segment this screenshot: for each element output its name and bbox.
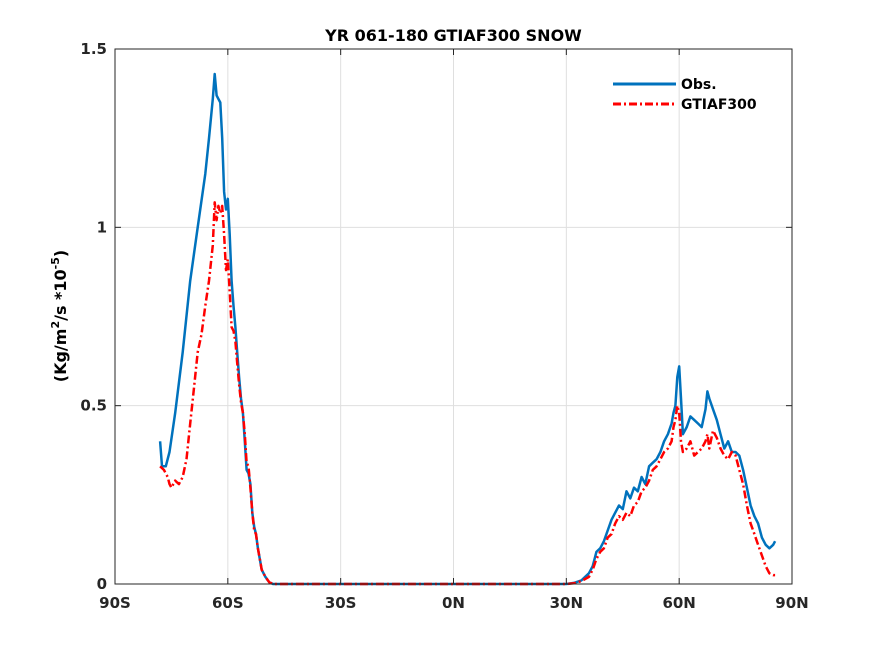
series-line-obs (158, 72, 777, 586)
y-tick-label: 1 (97, 218, 107, 236)
y-axis-label: (Kg/m2/s *10-5) (49, 250, 70, 382)
y-tick-label: 0 (97, 575, 107, 593)
x-tick-label: 60N (662, 594, 695, 612)
series-line-gtiaf300 (159, 201, 776, 586)
legend-label-gtiaf300: GTIAF300 (681, 97, 757, 113)
x-tick-labels: 90S 60S 30S 0N 30N 60N 90N (99, 594, 809, 612)
x-tick-label: 30S (325, 594, 357, 612)
chart-title: YR 061-180 GTIAF300 SNOW (324, 26, 582, 45)
y-axis-label-mid: /s *10 (51, 269, 70, 321)
legend-label-obs: Obs. (681, 77, 717, 93)
x-tick-label: 30N (550, 594, 583, 612)
y-tick-label: 0.5 (80, 397, 107, 415)
legend: Obs. GTIAF300 (613, 77, 757, 113)
y-axis-label-end: ) (51, 250, 70, 257)
axis-ticks (114, 48, 793, 585)
x-tick-label: 90N (775, 594, 808, 612)
y-axis-label-base: (Kg/m (51, 329, 70, 383)
x-tick-label: 60S (212, 594, 244, 612)
x-tick-label: 90S (99, 594, 131, 612)
y-tick-labels: 0 0.5 1 1.5 (80, 40, 107, 593)
x-tick-label: 0N (442, 594, 465, 612)
y-axis-label-sup1: 2 (49, 321, 62, 329)
y-axis-label-sup2: -5 (49, 257, 62, 269)
series-layer (158, 72, 777, 586)
y-tick-label: 1.5 (80, 40, 107, 58)
